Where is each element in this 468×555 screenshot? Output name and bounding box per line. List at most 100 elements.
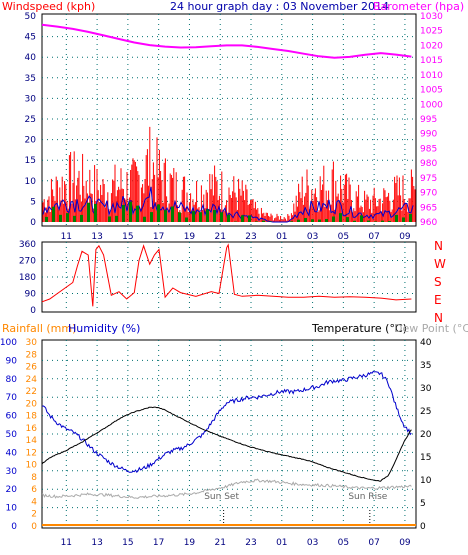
x-tick-label: 17: [153, 232, 164, 242]
temperature-y-ticks: 0 5 10 15 20 25 30 35 40: [420, 338, 432, 532]
x-tick-label: 07: [368, 232, 379, 242]
gust-green-bar: [52, 206, 55, 222]
gust-green-bar: [108, 216, 111, 222]
wind-y-tick: 30: [25, 94, 37, 104]
gust-green-bar: [171, 206, 174, 222]
barometer-y-ticks: 960 965 970 975 980 985 990 995 1000 1005 1010 1015…: [420, 12, 443, 228]
gust-green-bar: [59, 214, 62, 222]
humidity-y-tick: 60: [6, 412, 18, 422]
gust-series: [42, 186, 414, 223]
barometer-series: [41, 23, 412, 59]
humidity-y-tick: 10: [6, 504, 18, 514]
gust-green-bar: [157, 204, 160, 222]
panel-wind-x-ticks: 11 13 15 17 19 21 23 01 03 05 07 09: [61, 232, 411, 242]
panel-temperature-x-ticks: 11 13 15 17 19 21 23 01 03 05 07 09: [61, 538, 411, 548]
sun-markers: Sun Set Sun Rise: [204, 492, 388, 526]
sunrise-label: Sun Rise: [348, 492, 387, 502]
baro-y-tick: 1020: [420, 41, 443, 51]
temperature-y-tick: 25: [420, 407, 431, 417]
gust-green-bar: [185, 217, 188, 222]
panel-temperature-series: [41, 370, 416, 526]
direction-y-tick: 180: [19, 273, 36, 283]
panel-wind-barometer-frame: [41, 13, 417, 227]
gust-green-bar: [192, 211, 195, 222]
rainfall-y-tick: 14: [26, 436, 38, 446]
humidity-y-tick: 80: [6, 375, 18, 385]
temperature-y-tick: 35: [420, 361, 431, 371]
gust-green-bar: [227, 214, 230, 222]
rainfall-y-tick: 0: [31, 522, 37, 532]
temperature-y-tick: 30: [420, 384, 432, 394]
series-line: [41, 478, 412, 499]
humidity-y-tick: 0: [11, 522, 17, 532]
rainfall-y-tick: 22: [26, 387, 37, 397]
gust-green-bar: [66, 213, 69, 222]
baro-y-tick: 965: [420, 203, 437, 213]
wind-y-tick: 15: [25, 156, 36, 166]
x-tick-label: 17: [153, 538, 164, 548]
x-tick-label: 21: [215, 538, 226, 548]
series-line: [41, 370, 412, 474]
compass-label: E: [434, 293, 442, 307]
gust-green-bar: [297, 219, 300, 222]
gust-green-bar: [206, 209, 209, 222]
humidity-y-tick: 90: [6, 356, 18, 366]
gust-green-bar: [150, 212, 153, 222]
gust-green-bar: [241, 215, 244, 222]
baro-y-tick: 975: [420, 174, 437, 184]
compass-label: N: [434, 311, 443, 325]
direction-y-ticks: 0 90 180 270 360: [19, 240, 36, 316]
gust-green-bar: [199, 212, 202, 222]
baro-y-tick: 960: [420, 218, 437, 228]
gust-green-bar: [164, 210, 167, 222]
compass-label: S: [434, 275, 442, 289]
wind-y-tick: 35: [25, 74, 36, 84]
x-tick-label: 09: [399, 232, 411, 242]
gust-green-bar: [73, 215, 76, 222]
temperature-y-tick: 10: [420, 476, 432, 486]
temperature-y-tick: 0: [420, 522, 426, 532]
rainfall-y-tick: 20: [26, 399, 38, 409]
gust-green-bar: [318, 219, 321, 222]
wind-y-tick: 10: [25, 177, 37, 187]
gust-green-bar: [129, 201, 132, 222]
gust-green-bar: [115, 215, 118, 222]
gust-green-bar: [332, 216, 335, 222]
x-tick-label: 13: [91, 232, 102, 242]
gust-green-bar: [262, 220, 265, 222]
gust-green-bar: [395, 214, 398, 222]
sunset-label: Sun Set: [204, 492, 239, 502]
humidity-y-tick: 40: [6, 448, 18, 458]
wind-direction-series: [41, 243, 412, 307]
rainfall-y-tick: 26: [26, 363, 38, 373]
barometer-axis-title: Barometer (hpa): [373, 0, 464, 13]
rainfall-y-tick: 24: [26, 375, 38, 385]
x-tick-label: 05: [338, 538, 349, 548]
temperature-y-tick: 20: [420, 430, 432, 440]
direction-y-tick: 270: [19, 257, 36, 267]
x-tick-label: 05: [338, 232, 349, 242]
gust-green-bar: [339, 213, 342, 222]
wind-y-tick: 25: [25, 115, 36, 125]
x-tick-label: 11: [61, 232, 72, 242]
x-tick-label: 23: [245, 232, 256, 242]
wind-y-tick: 0: [30, 218, 36, 228]
gust-green-bar: [409, 213, 412, 222]
wind-y-tick: 20: [25, 136, 37, 146]
humidity-y-ticks: 0 10 20 30 40 50 60 70 80 90 100: [0, 338, 17, 532]
rainfall-y-tick: 10: [26, 461, 38, 471]
baro-y-tick: 985: [420, 144, 437, 154]
wind-y-tick: 40: [25, 53, 37, 63]
rainfall-axis-title: Rainfall (mm): [2, 322, 76, 335]
gust-green-bar: [45, 216, 48, 222]
x-tick-label: 11: [61, 538, 72, 548]
baro-y-tick: 1005: [420, 86, 443, 96]
x-tick-label: 03: [307, 232, 318, 242]
rainfall-y-tick: 6: [31, 485, 37, 495]
x-tick-label: 19: [184, 232, 196, 242]
gust-green-bar: [374, 221, 377, 222]
gust-green-bar: [248, 215, 251, 222]
gust-green-bar: [311, 219, 314, 222]
baro-y-tick: 995: [420, 115, 437, 125]
